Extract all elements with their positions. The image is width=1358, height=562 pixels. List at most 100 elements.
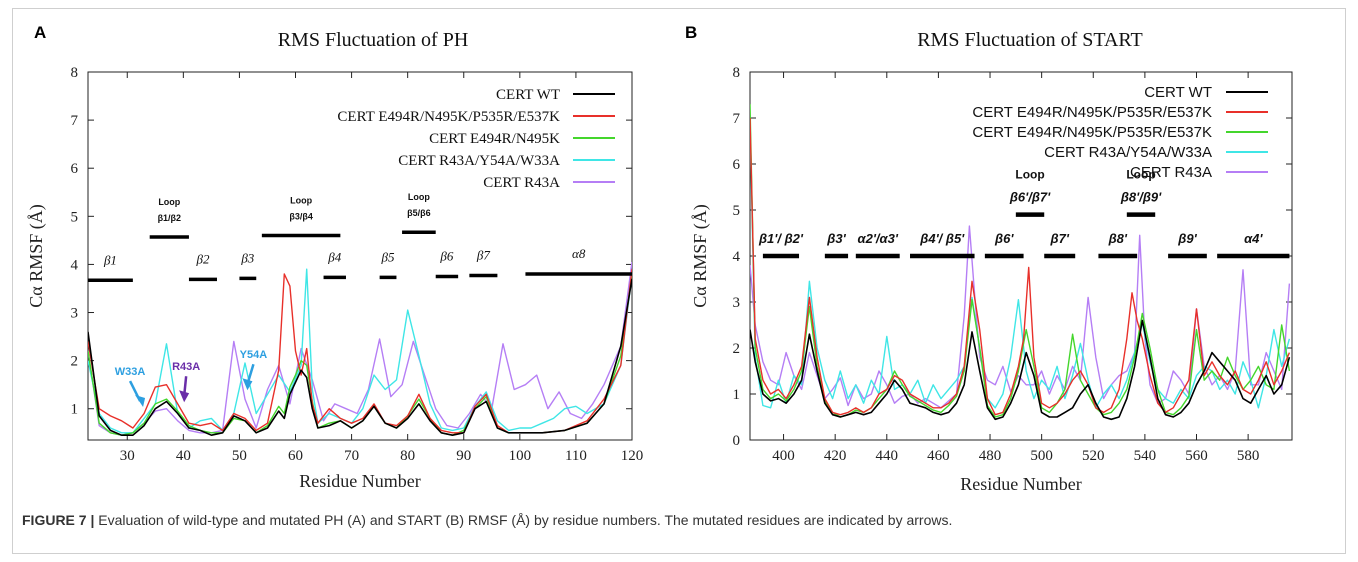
y-tick-label: 2 [71,354,79,370]
legend-label: CERT R43A [483,175,560,191]
loop-title: Loop [290,196,312,206]
structure-label: β3' [826,231,846,246]
mutation-arrowhead [242,378,253,391]
loop-label: β3/β4 [289,212,313,222]
y-axis-label: Cα RMSF (Å) [690,204,711,307]
loop-label: β6'/β7' [1009,190,1051,205]
loop-title: Loop [158,197,180,207]
x-tick-label: 520 [1082,448,1105,464]
legend-label: CERT E494R/N495K/P535R/E537K [972,124,1212,141]
panel-letter: A [34,23,46,42]
x-tick-label: 110 [565,448,587,464]
x-tick-label: 90 [456,448,471,464]
x-tick-label: 540 [1134,448,1157,464]
x-tick-label: 480 [979,448,1002,464]
mutation-arrowhead [179,390,190,403]
structure-label: β7 [476,247,490,262]
y-tick-label: 4 [733,249,741,265]
series-line [750,117,1291,416]
series-line [88,269,632,434]
x-tick-label: 30 [120,448,135,464]
mutation-label: Y54A [240,349,268,361]
x-tick-label: 50 [232,448,247,464]
legend-label: CERT R43A/Y54A/W33A [398,153,560,169]
x-tick-label: 70 [344,448,359,464]
structure-label: β2 [195,251,209,266]
y-tick-label: 1 [733,387,741,403]
structure-label: β4 [327,249,341,264]
structure-label: α4' [1244,231,1263,246]
y-tick-label: 4 [71,257,79,273]
y-axis-label: Cα RMSF (Å) [26,204,47,307]
x-axis-label: Residue Number [299,471,420,491]
chart-title: RMS Fluctuation of START [917,29,1143,51]
figure-caption: FIGURE 7 | Evaluation of wild-type and m… [22,512,1332,528]
caption-label: FIGURE 7 | [22,512,95,528]
plot-area [87,71,633,441]
x-tick-label: 80 [400,448,415,464]
loop-title: Loop [408,192,430,202]
legend-label: CERT E494R/N495K/P535R/E537K [972,104,1212,121]
structure-label: β1 [103,252,117,267]
y-tick-label: 5 [71,209,79,225]
legend-label: CERT R43A [1130,164,1212,181]
structure-label: β8' [1108,231,1128,246]
y-tick-label: 2 [733,341,741,357]
mutation-label: R43A [172,361,200,373]
y-tick-label: 6 [71,161,79,177]
loop-label: β1/β2 [158,213,182,223]
y-tick-label: 3 [71,306,79,322]
y-tick-label: 5 [733,203,741,219]
loop-label: β8'/β9' [1120,190,1162,205]
x-tick-label: 100 [509,448,532,464]
structure-label: β7' [1050,231,1070,246]
x-tick-label: 120 [621,448,644,464]
x-tick-label: 400 [772,448,795,464]
x-tick-label: 460 [927,448,950,464]
x-tick-label: 580 [1237,448,1260,464]
loop-title: Loop [1015,168,1044,182]
y-tick-label: 0 [733,433,741,449]
chart-panel-a: A RMS Fluctuation of PH 30 40 50 60 70 80 90 100 1… [26,23,643,491]
legend-label: CERT R43A/Y54A/W33A [1044,144,1212,161]
x-tick-label: 500 [1030,448,1053,464]
chart-title: RMS Fluctuation of PH [278,29,469,51]
y-tick-label: 8 [733,65,741,81]
x-tick-label: 440 [876,448,899,464]
structure-label: β4'/ β5' [919,231,965,246]
structure-label: β6 [439,248,453,263]
legend-label: CERT WT [1144,84,1212,101]
structure-label: β6' [994,231,1014,246]
figure-frame [12,8,1346,554]
legend-label: CERT E494R/N495K [429,131,560,147]
series-line [750,122,1291,409]
legend-label: CERT E494R/N495K/P535R/E537K [337,109,560,125]
structure-label: β1'/ β2' [758,231,804,246]
series-line [88,261,632,436]
mutation-arrowhead [135,395,146,408]
structure-label: α8 [572,246,586,261]
y-tick-label: 8 [71,65,79,81]
y-tick-label: 7 [733,111,741,127]
y-tick-label: 6 [733,157,741,173]
legend-label: CERT WT [496,87,560,103]
structure-label: β5 [381,249,395,264]
x-axis-label: Residue Number [960,474,1081,494]
structure-label: β9' [1177,231,1197,246]
mutation-label: W33A [115,366,146,378]
y-tick-label: 3 [733,295,741,311]
series-line [750,319,1291,421]
structure-label: β3 [240,250,254,265]
x-tick-label: 420 [824,448,847,464]
caption-text: Evaluation of wild-type and mutated PH (… [98,512,953,528]
y-tick-label: 7 [71,113,79,129]
x-tick-label: 40 [176,448,191,464]
y-tick-label: 1 [71,402,79,418]
structure-label: α2'/α3' [858,231,899,246]
loop-title: Loop [1126,168,1155,182]
panel-letter: B [685,23,697,42]
x-tick-label: 560 [1185,448,1208,464]
x-tick-label: 60 [288,448,303,464]
